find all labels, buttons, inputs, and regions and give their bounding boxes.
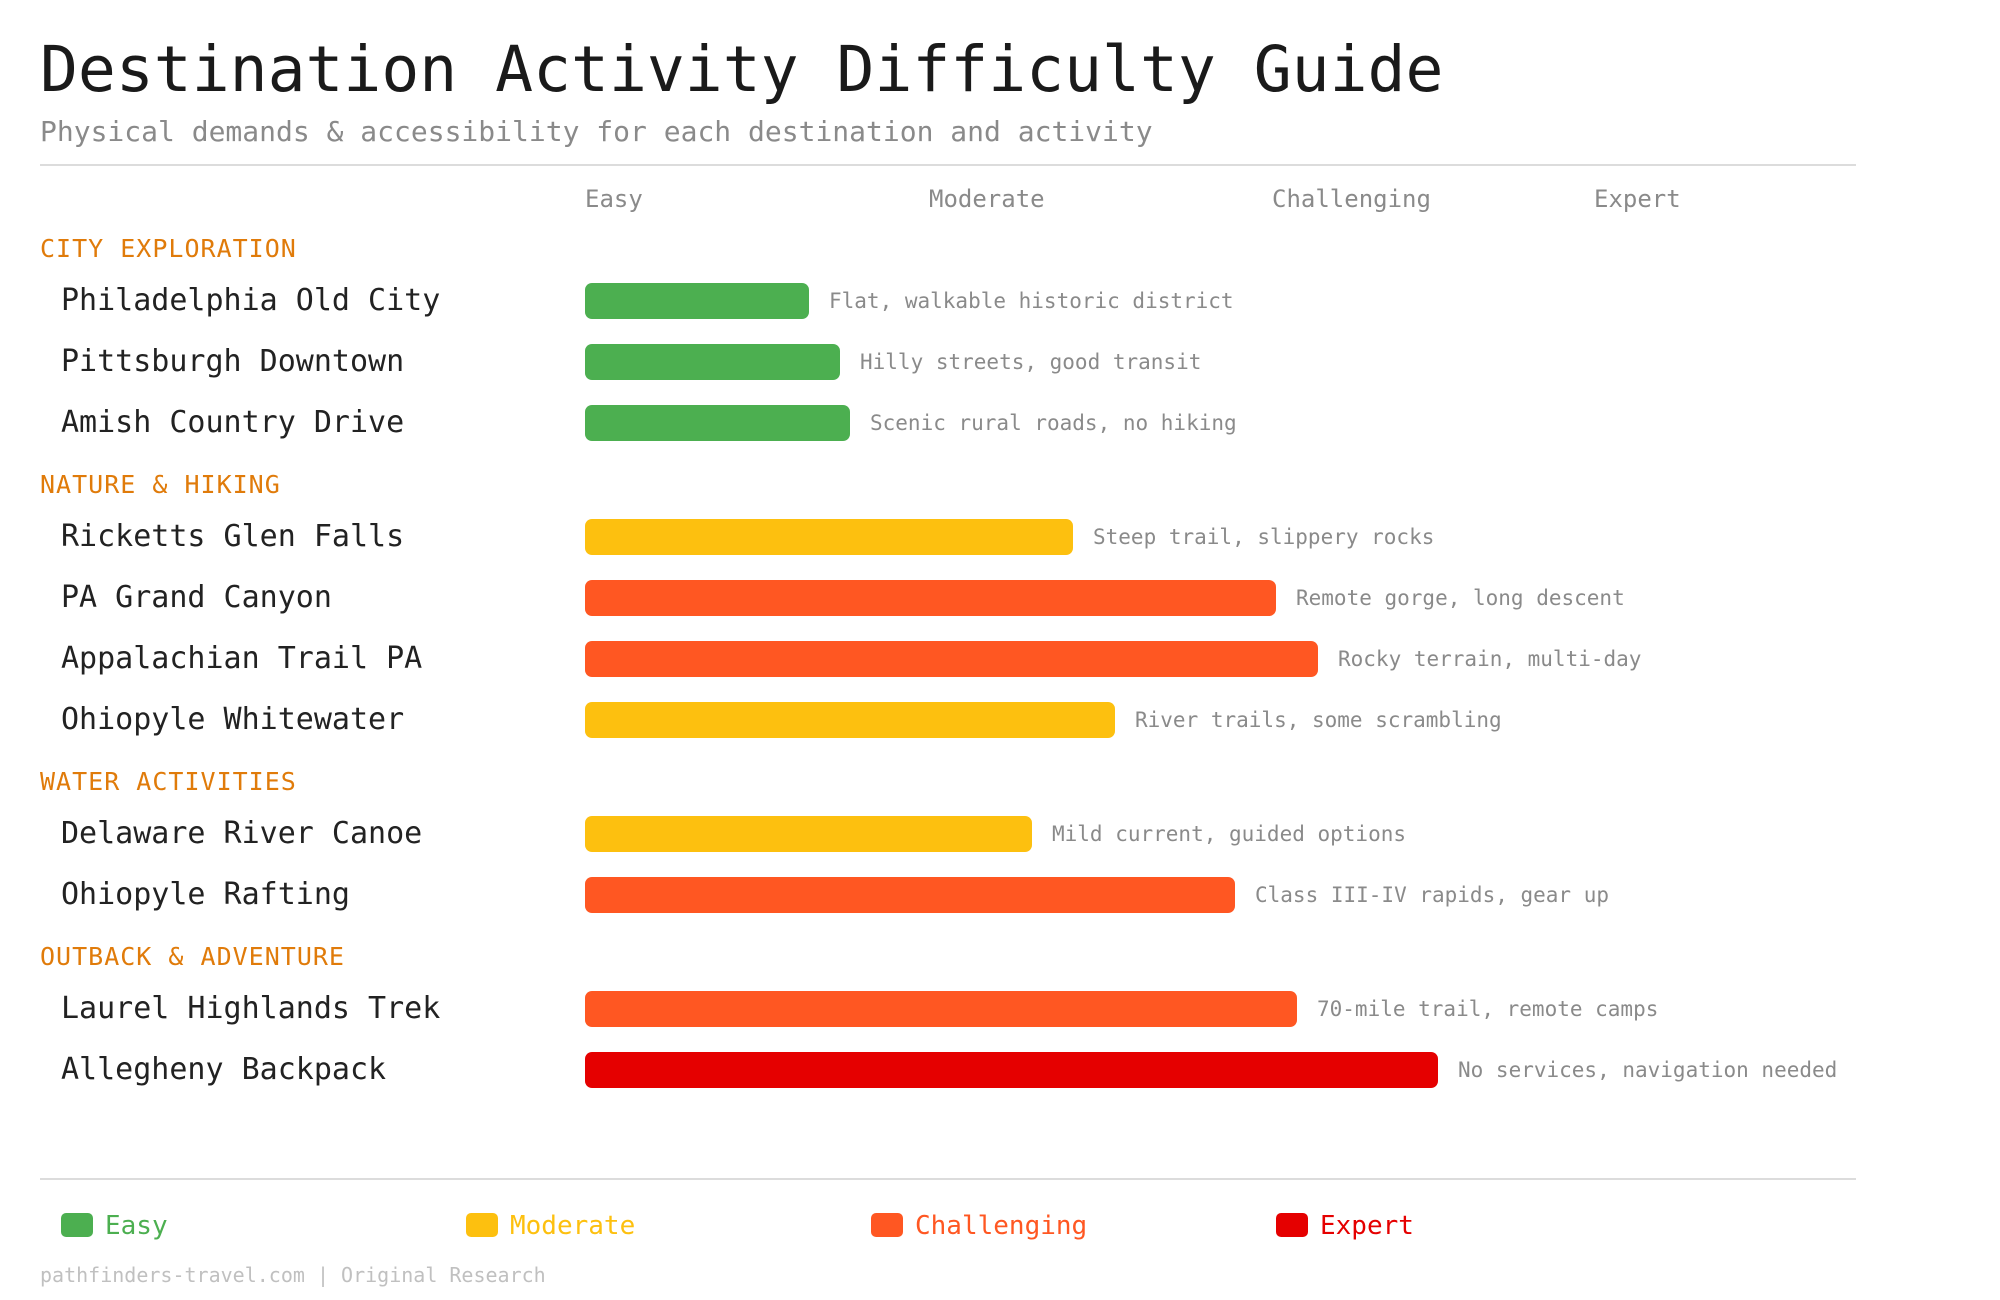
- scale-label-easy: Easy: [585, 185, 643, 213]
- bar-note: Class III-IV rapids, gear up: [1255, 883, 1610, 907]
- difficulty-bar: [585, 580, 1276, 616]
- difficulty-bar: [585, 344, 840, 380]
- destination-name: Philadelphia Old City: [61, 283, 441, 318]
- difficulty-bar: [585, 877, 1235, 913]
- legend-swatch: [871, 1213, 903, 1237]
- legend-swatch: [61, 1213, 93, 1237]
- bar-note: Scenic rural roads, no hiking: [870, 411, 1237, 435]
- bar-note: No services, navigation needed: [1458, 1058, 1838, 1082]
- destination-name: Delaware River Canoe: [61, 816, 423, 851]
- difficulty-bar: [585, 816, 1032, 852]
- bar-note: Remote gorge, long descent: [1296, 586, 1625, 610]
- section-heading: OUTBACK & ADVENTURE: [40, 942, 345, 971]
- destination-name: Allegheny Backpack: [61, 1052, 387, 1087]
- legend-label: Moderate: [510, 1211, 636, 1241]
- difficulty-bar: [585, 702, 1115, 738]
- legend-label: Challenging: [915, 1211, 1088, 1241]
- bar-note: Steep trail, slippery rocks: [1093, 525, 1435, 549]
- scale-label-expert: Expert: [1594, 185, 1681, 213]
- chart-title: Destination Activity Difficulty Guide: [40, 33, 1444, 106]
- difficulty-bar: [585, 991, 1297, 1027]
- destination-name: Ohiopyle Rafting: [61, 877, 350, 912]
- difficulty-bar: [585, 1052, 1438, 1088]
- difficulty-bar: [585, 519, 1073, 555]
- bar-note: Mild current, guided options: [1052, 822, 1407, 846]
- legend-divider: [40, 1178, 1856, 1180]
- legend-label: Easy: [105, 1211, 168, 1241]
- bar-note: 70-mile trail, remote camps: [1317, 997, 1659, 1021]
- scale-label-challenging: Challenging: [1272, 185, 1431, 213]
- destination-name: Appalachian Trail PA: [61, 641, 423, 676]
- section-heading: WATER ACTIVITIES: [40, 767, 297, 796]
- scale-label-moderate: Moderate: [929, 185, 1045, 213]
- bar-note: River trails, some scrambling: [1135, 708, 1502, 732]
- destination-name: Laurel Highlands Trek: [61, 991, 441, 1026]
- bar-note: Flat, walkable historic district: [829, 289, 1234, 313]
- difficulty-bar: [585, 405, 850, 441]
- header-divider: [40, 164, 1856, 166]
- destination-name: PA Grand Canyon: [61, 580, 332, 615]
- difficulty-bar: [585, 641, 1318, 677]
- legend-label: Expert: [1320, 1211, 1414, 1241]
- difficulty-bar: [585, 283, 809, 319]
- destination-name: Amish Country Drive: [61, 405, 405, 440]
- footer-credit: pathfinders-travel.com | Original Resear…: [40, 1263, 546, 1287]
- section-heading: CITY EXPLORATION: [40, 234, 297, 263]
- bar-note: Hilly streets, good transit: [860, 350, 1202, 374]
- destination-name: Ohiopyle Whitewater: [61, 702, 405, 737]
- legend-swatch: [466, 1213, 498, 1237]
- chart-subtitle: Physical demands & accessibility for eac…: [40, 115, 1153, 148]
- section-heading: NATURE & HIKING: [40, 470, 281, 499]
- bar-note: Rocky terrain, multi-day: [1338, 647, 1642, 671]
- destination-name: Ricketts Glen Falls: [61, 519, 405, 554]
- legend-swatch: [1276, 1213, 1308, 1237]
- destination-name: Pittsburgh Downtown: [61, 344, 405, 379]
